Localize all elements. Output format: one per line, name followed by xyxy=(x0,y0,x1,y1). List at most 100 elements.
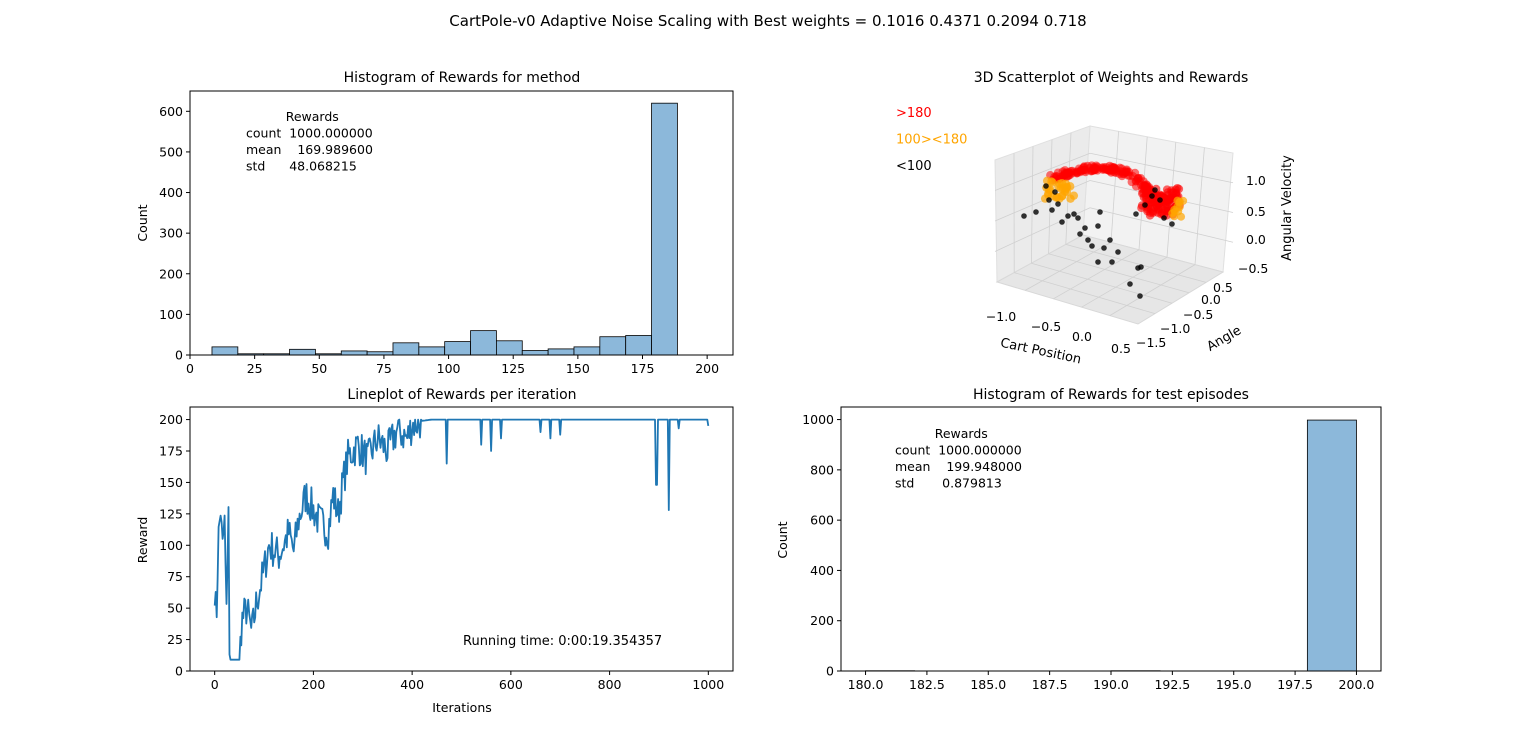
hist-bar xyxy=(392,342,420,356)
y-tick-label: 200 xyxy=(159,412,183,427)
x-tick-label: 182.5 xyxy=(909,677,945,692)
lineplot-ticks: 0 200 400 600 800 1000 0 25 50 75 100 125 150 175 200 xyxy=(159,412,724,692)
y-tick-label: 0 xyxy=(826,664,834,679)
point-low xyxy=(1115,249,1121,255)
test-hist-bars xyxy=(865,419,1357,672)
point-low xyxy=(1157,197,1163,203)
lineplot-ylabel: Reward xyxy=(135,517,150,564)
point-low xyxy=(1021,213,1027,219)
grid-line xyxy=(1110,131,1119,243)
y-tick-label: 50 xyxy=(167,601,183,616)
point-high xyxy=(1108,164,1118,173)
point-mid xyxy=(1047,177,1056,186)
y-tick-label: 800 xyxy=(810,462,834,477)
hist-bar xyxy=(289,348,316,356)
z-tick-label: 0.5 xyxy=(1246,204,1266,219)
z-tick-label: 1.0 xyxy=(1246,173,1266,188)
x-tick-label: 0 xyxy=(186,361,194,376)
point-mid xyxy=(1061,179,1071,189)
point-low xyxy=(1095,223,1101,229)
grid-line xyxy=(1025,242,1112,291)
x-tick-label: 187.5 xyxy=(1032,677,1068,692)
hist-bar xyxy=(625,335,652,356)
grid-line xyxy=(1089,207,1234,243)
lineplot-panel: Lineplot of Rewards per iteration 0 200 40… xyxy=(135,387,734,715)
test-hist-ticks: 180.0 182.5 185.0 187.5 190.0 192.5 195.0 197.5… xyxy=(802,412,1374,692)
point-low xyxy=(1049,207,1055,213)
y-tick-label: −0.5 xyxy=(1183,307,1213,322)
figure-title: CartPole-v0 Adaptive Noise Scaling with … xyxy=(449,12,1086,30)
z-tick-label: −0.5 xyxy=(1238,261,1268,276)
train-hist-ticks: 0 25 50 75 100 125 150 175 200 0 100 200 300 400 500 60… xyxy=(159,104,719,376)
hist-bar xyxy=(211,346,239,356)
lineplot-series-line xyxy=(213,418,710,661)
x-tick-label: 150 xyxy=(566,361,590,376)
stats-line: Rewards xyxy=(246,109,339,124)
point-low xyxy=(1095,259,1101,265)
grid-line xyxy=(1065,244,1207,283)
point-high xyxy=(1092,165,1101,174)
x-tick-label: 50 xyxy=(311,361,327,376)
x-tick-label: 25 xyxy=(247,361,263,376)
point-high xyxy=(1125,171,1134,180)
train-histogram-panel: Histogram of Rewards for method 0 25 50 75 1… xyxy=(135,70,734,376)
scatter3d-xlabel: Cart Position xyxy=(999,336,1083,368)
y-tick-label: 1000 xyxy=(802,412,834,427)
y-tick-label: 150 xyxy=(159,475,183,490)
train-hist-bars xyxy=(211,102,678,356)
hist-bar xyxy=(418,346,446,356)
point-high xyxy=(1079,163,1089,172)
grid-line xyxy=(1194,147,1205,265)
y-tick-label: 0 xyxy=(175,664,183,679)
train-hist-frame xyxy=(189,90,734,356)
point-low xyxy=(1127,281,1133,287)
point-high xyxy=(1174,184,1184,194)
stats-line: std 48.068215 xyxy=(246,159,357,174)
point-low xyxy=(1043,183,1049,189)
y-tick-label: 0 xyxy=(175,348,183,363)
grid-line xyxy=(1014,272,1156,314)
test-hist-ylabel: Count xyxy=(775,521,790,558)
test-hist-frame xyxy=(840,406,1382,672)
y-tick-label: 400 xyxy=(159,185,183,200)
y-tick-label: 100 xyxy=(159,538,183,553)
lineplot-annotation: Running time: 0:00:19.354357 xyxy=(463,634,662,649)
train-hist-ylabel: Count xyxy=(135,204,150,241)
x-tick-label: 180.0 xyxy=(848,677,884,692)
hist-bar xyxy=(599,336,627,356)
stats-line: mean 169.989600 xyxy=(246,142,373,157)
point-low xyxy=(1161,215,1167,221)
x-tick-label: 0.5 xyxy=(1111,341,1131,356)
point-low xyxy=(1152,187,1158,193)
y-tick-label: 75 xyxy=(167,569,183,584)
y-tick-label: 125 xyxy=(159,506,183,521)
x-tick-label: 175 xyxy=(631,361,655,376)
point-high xyxy=(1145,211,1155,220)
hist-bar xyxy=(470,330,497,356)
hist-bar xyxy=(444,341,471,356)
y-tick-label: −1.5 xyxy=(1136,335,1166,350)
legend-entry: >180 xyxy=(896,106,932,121)
y-tick-label: 0.0 xyxy=(1201,292,1221,307)
point-low xyxy=(1101,245,1107,251)
train-hist-title: Histogram of Rewards for method xyxy=(344,70,581,86)
point-high xyxy=(1062,172,1071,181)
x-tick-label: 195.0 xyxy=(1216,677,1252,692)
x-tick-label: −1.0 xyxy=(986,309,1016,324)
point-mid xyxy=(1057,191,1067,201)
lineplot-title: Lineplot of Rewards per iteration xyxy=(347,387,576,403)
hist-bar xyxy=(496,340,523,356)
x-tick-label: 200.0 xyxy=(1339,677,1375,692)
point-high xyxy=(1153,205,1163,215)
scatter3d-legend: >180 100><180 <100 xyxy=(896,106,967,174)
stats-line: count 1000.000000 xyxy=(895,443,1022,458)
y-tick-label: 300 xyxy=(159,226,183,241)
lineplot-xlabel: Iterations xyxy=(432,700,492,715)
point-mid xyxy=(1174,207,1183,216)
x-tick-label: 400 xyxy=(400,677,424,692)
grid-line xyxy=(1031,262,1173,304)
x-tick-label: 0 xyxy=(211,677,219,692)
y-tick-label: 175 xyxy=(159,444,183,459)
